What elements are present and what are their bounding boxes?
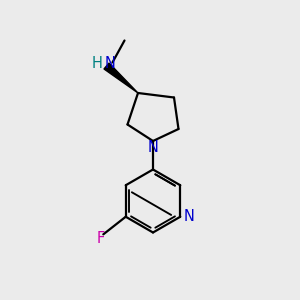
Polygon shape [104,63,138,93]
Text: N: N [183,209,194,224]
Text: N: N [105,56,116,71]
Text: H: H [91,56,102,71]
Text: N: N [148,140,158,155]
Text: F: F [97,231,105,246]
